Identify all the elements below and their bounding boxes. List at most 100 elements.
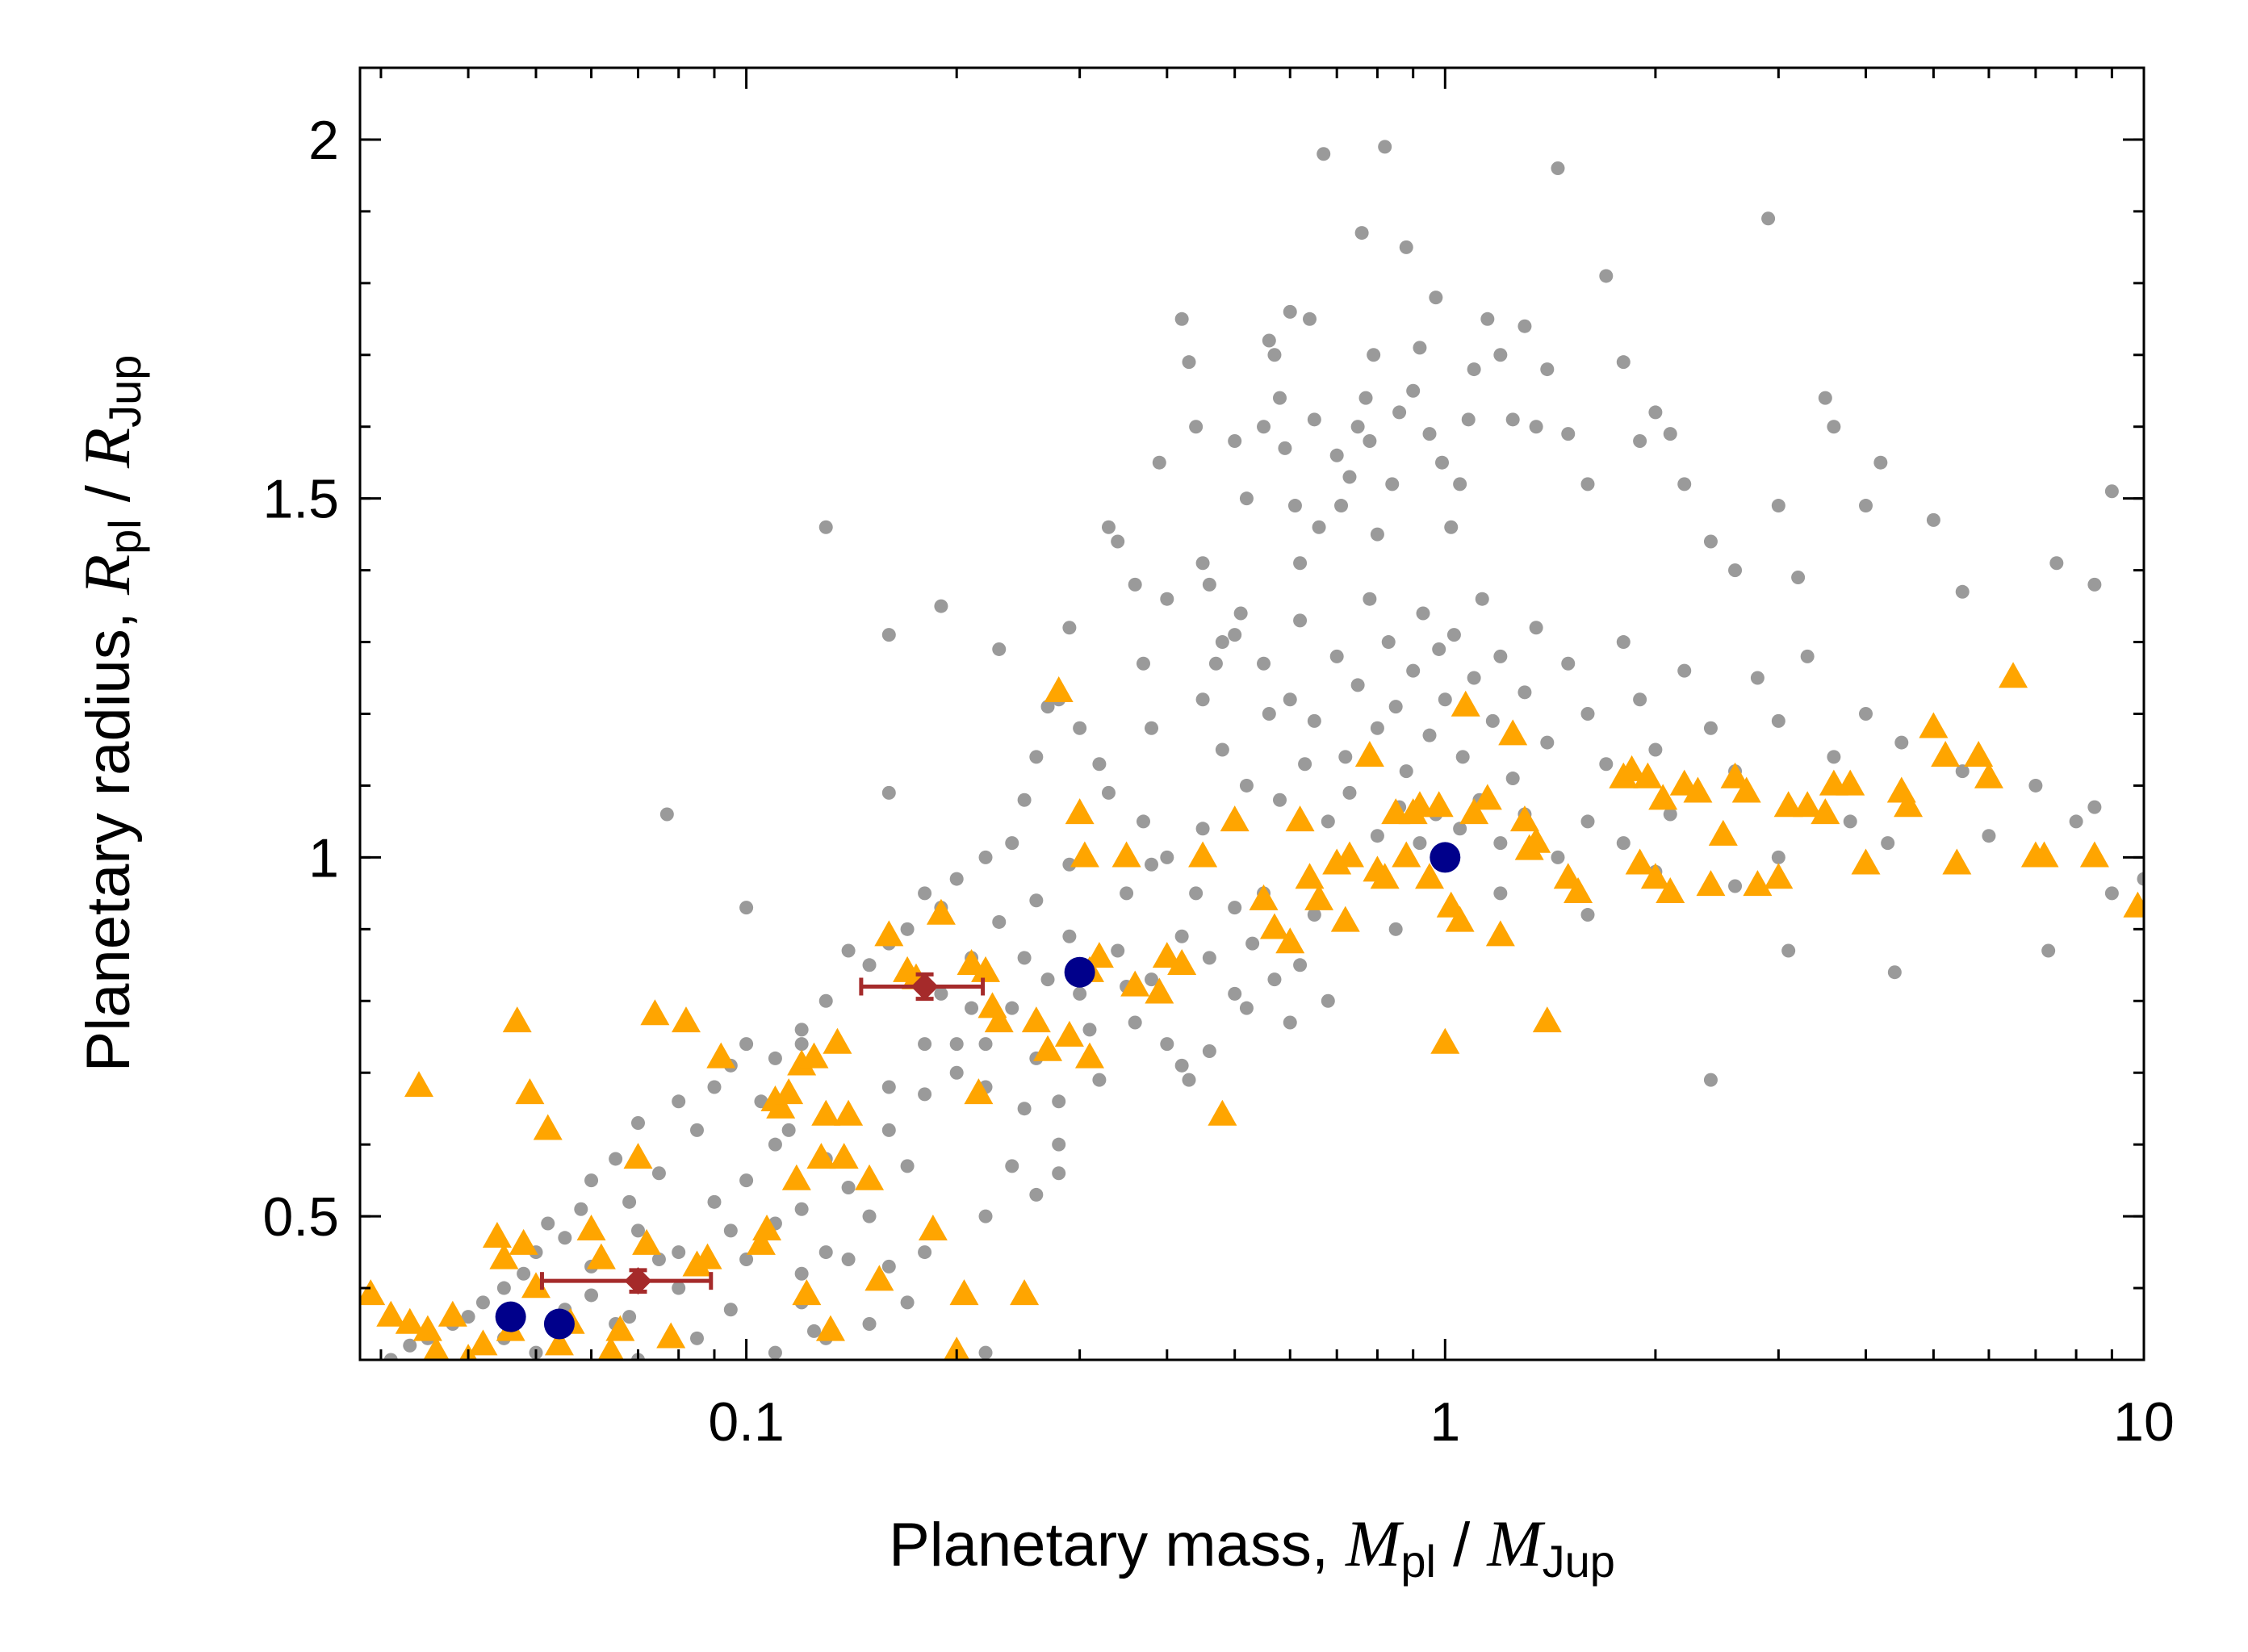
data-point [1182,1073,1196,1087]
data-point [1283,304,1297,319]
data-point [723,1223,738,1238]
data-point [1859,707,1873,721]
data-point [651,1166,666,1181]
data-point [2049,556,2064,571]
data-point [965,1001,979,1015]
data-point [1580,477,1595,491]
data-point [2029,841,2059,868]
data-point [2087,577,2102,592]
data-point [1617,755,1647,781]
data-point [978,850,993,864]
data-point [855,1164,885,1190]
data-point [1445,905,1475,932]
data-point [1033,1035,1063,1061]
data-point [787,1049,817,1076]
data-point [2137,872,2144,886]
data-point [1955,764,1970,779]
data-point [978,1345,993,1360]
data-point [1800,649,1815,663]
data-point [1145,721,1159,735]
data-point [1370,863,1400,889]
data-point [671,1006,701,1033]
data-point [1329,649,1344,663]
data-point [1354,741,1384,767]
data-point [1208,1099,1237,1126]
data-point [2028,778,2043,793]
data-point [1293,556,1308,571]
data-point [818,993,833,1008]
data-point [1703,721,1718,735]
data-point [926,898,956,925]
data-point [1873,455,1888,470]
data-point [841,1181,856,1195]
data-point [651,1252,666,1266]
data-point [1771,713,1785,728]
data-point [1413,836,1427,851]
data-point [818,1245,833,1260]
data-point [1561,656,1576,671]
data-point [1182,355,1196,370]
data-point [949,1065,964,1080]
data-point [395,1307,425,1334]
data-point [1881,836,1895,851]
data-point [829,1143,859,1169]
data-point [1111,841,1141,868]
data-point [437,1300,467,1327]
data-point [934,599,948,613]
x-tick-label: 0.1 [708,1391,785,1453]
data-point [1065,798,1095,825]
data-point [1663,807,1677,822]
data-point [1189,420,1204,434]
data-point [1485,713,1500,728]
data-point [543,1308,575,1340]
data-point [1894,791,1924,818]
data-point [992,914,1007,929]
data-point [2069,814,2083,829]
data-point [412,1315,442,1341]
data-point [1245,936,1260,951]
data-point [1430,1027,1460,1054]
data-point [509,1228,538,1255]
data-point [1827,750,1841,764]
data-point [1498,719,1528,746]
data-point [1580,908,1595,922]
data-point [1084,942,1114,968]
data-point [672,1094,686,1109]
data-point [918,1215,948,1241]
data-point [1663,427,1677,441]
data-point [911,972,939,1001]
data-point [978,1209,993,1223]
data-point [971,956,1001,982]
data-point [1781,943,1796,958]
data-point [1827,420,1841,434]
data-point [1111,534,1125,549]
data-point [584,1173,599,1188]
data-point [605,1315,635,1341]
data-point [881,1123,896,1137]
data-point [1532,1006,1562,1033]
data-point [693,1243,722,1269]
data-point [1228,434,1242,449]
data-point [1267,348,1282,362]
data-point [1522,826,1551,853]
y-tick-label: 1.5 [262,469,339,530]
data-point [707,1194,722,1209]
data-point [794,1266,809,1281]
data-point [1771,850,1785,864]
data-point [1415,863,1445,889]
data-point [360,1279,386,1306]
data-point [774,1078,804,1105]
data-point [794,1037,809,1052]
x-axis-title: Planetary mass, Mpl / MJup [889,1507,1615,1587]
data-point [1540,735,1555,750]
data-point [495,1301,526,1332]
data-point [1239,491,1254,506]
data-point [1561,427,1576,441]
data-marks [360,140,2144,1360]
data-point [984,1006,1014,1033]
data-point [1073,721,1087,735]
data-point [1472,784,1502,810]
data-point [992,642,1007,656]
data-point [1160,850,1174,864]
